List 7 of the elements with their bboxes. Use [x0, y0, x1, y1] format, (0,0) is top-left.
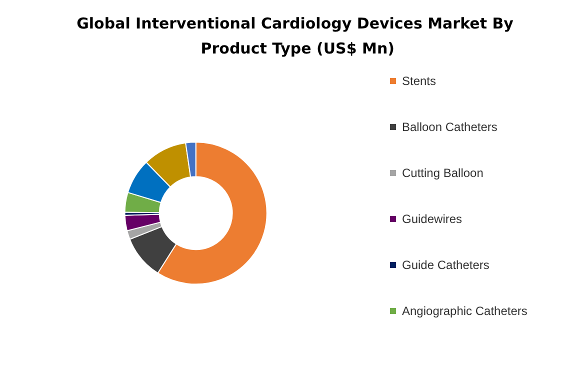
legend-label: Stents	[402, 74, 436, 88]
legend-label: Guide Catheters	[402, 258, 490, 272]
chart-title: Global Interventional Cardiology Devices Market By Product Type (US$ Mn)	[76, 14, 514, 58]
legend-label: Angiographic Catheters	[402, 304, 528, 318]
legend-label: Cutting Balloon	[402, 166, 484, 180]
legend-label: Balloon Catheters	[402, 120, 498, 134]
legend-label: Guidewires	[402, 212, 462, 226]
